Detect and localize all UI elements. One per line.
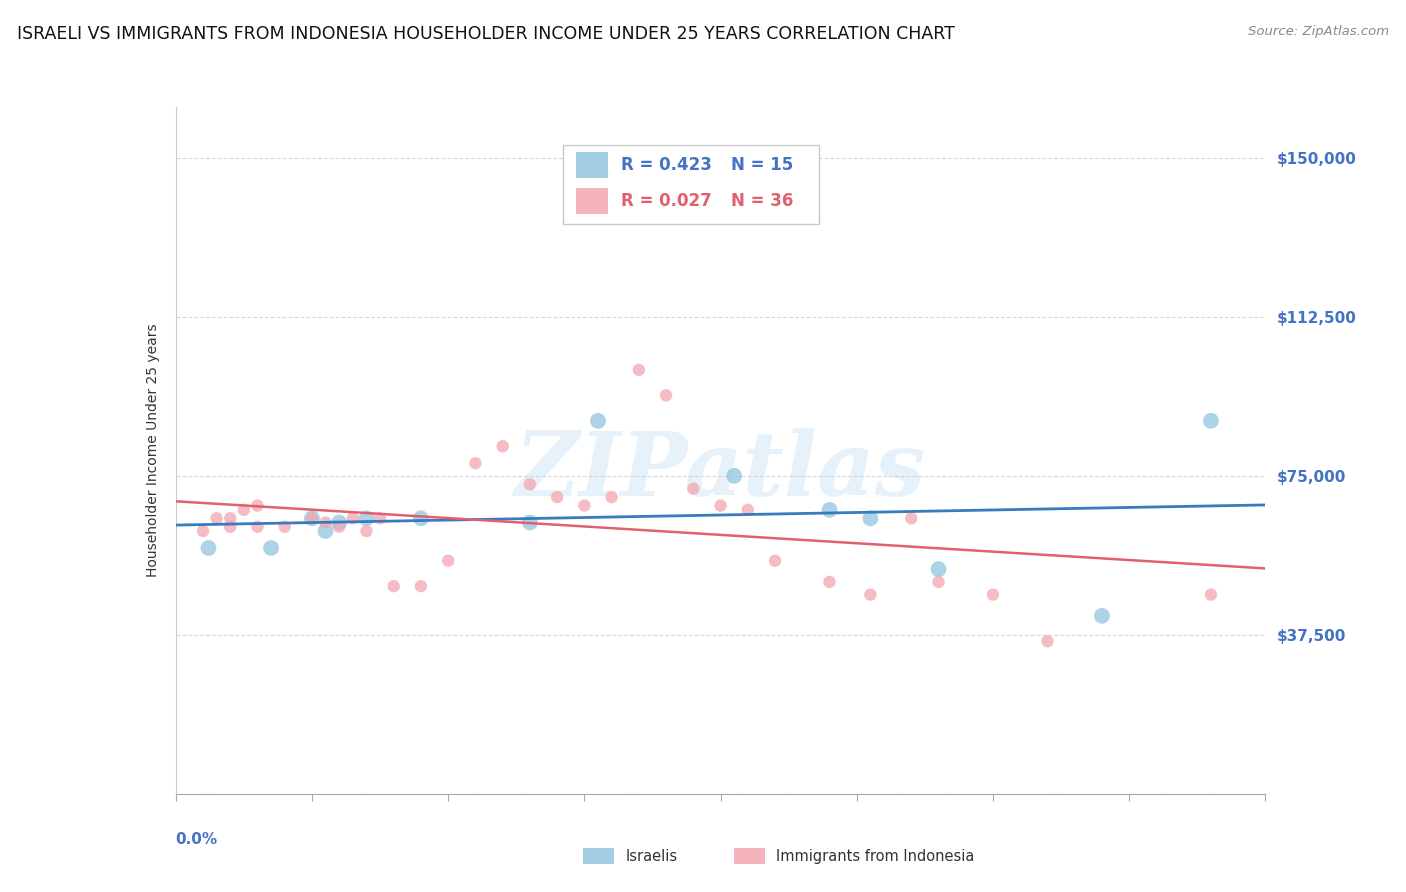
Point: [1091, 608, 1114, 623]
Point: [191, 524, 214, 538]
Point: [301, 511, 323, 525]
Point: [818, 574, 841, 589]
Point: [682, 482, 704, 496]
Point: [342, 511, 364, 525]
Point: [519, 516, 541, 530]
Point: [723, 469, 745, 483]
Text: Immigrants from Indonesia: Immigrants from Indonesia: [776, 849, 974, 863]
Text: 0.0%: 0.0%: [176, 831, 218, 847]
Point: [301, 511, 323, 525]
Point: [219, 520, 242, 534]
Bar: [575, 153, 609, 178]
Point: [464, 456, 486, 470]
Point: [274, 520, 297, 534]
Point: [197, 541, 219, 555]
Point: [737, 503, 759, 517]
Point: [328, 520, 350, 534]
Point: [859, 511, 882, 525]
Point: [981, 588, 1004, 602]
Point: [356, 511, 378, 525]
Point: [1199, 414, 1222, 428]
Point: [600, 490, 623, 504]
Point: [655, 388, 678, 402]
FancyBboxPatch shape: [562, 145, 818, 224]
Point: [818, 503, 841, 517]
Point: [328, 516, 350, 530]
Point: [219, 511, 242, 525]
Text: Source: ZipAtlas.com: Source: ZipAtlas.com: [1249, 25, 1389, 38]
Point: [928, 574, 950, 589]
Point: [409, 579, 432, 593]
Text: Israelis: Israelis: [626, 849, 678, 863]
Point: [928, 562, 950, 576]
Point: [1036, 634, 1059, 648]
Point: [586, 414, 609, 428]
Point: [356, 524, 378, 538]
Point: [246, 520, 269, 534]
Point: [492, 439, 515, 453]
Point: [315, 516, 337, 530]
Bar: [575, 188, 609, 214]
Point: [763, 554, 786, 568]
Point: [546, 490, 568, 504]
Point: [409, 511, 432, 525]
Point: [232, 503, 254, 517]
Point: [368, 511, 391, 525]
Text: R = 0.027: R = 0.027: [621, 192, 713, 211]
Point: [260, 541, 283, 555]
Point: [574, 499, 596, 513]
Text: N = 15: N = 15: [731, 156, 794, 175]
Point: [315, 524, 337, 538]
Point: [1199, 588, 1222, 602]
Point: [900, 511, 922, 525]
Point: [246, 499, 269, 513]
Point: [859, 588, 882, 602]
Point: [710, 499, 733, 513]
Point: [437, 554, 460, 568]
Point: [627, 363, 650, 377]
Point: [519, 477, 541, 491]
Y-axis label: Householder Income Under 25 years: Householder Income Under 25 years: [146, 324, 160, 577]
Point: [205, 511, 228, 525]
Text: R = 0.423: R = 0.423: [621, 156, 713, 175]
Text: N = 36: N = 36: [731, 192, 794, 211]
Text: ISRAELI VS IMMIGRANTS FROM INDONESIA HOUSEHOLDER INCOME UNDER 25 YEARS CORRELATI: ISRAELI VS IMMIGRANTS FROM INDONESIA HOU…: [17, 25, 955, 43]
Point: [382, 579, 405, 593]
Text: ZIPatlas: ZIPatlas: [515, 428, 927, 515]
